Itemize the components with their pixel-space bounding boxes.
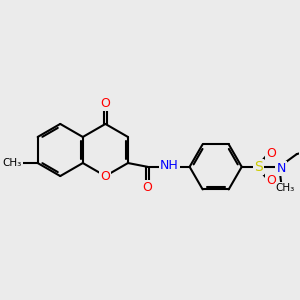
Text: S: S — [254, 160, 263, 174]
Text: O: O — [266, 147, 276, 160]
Text: O: O — [100, 97, 110, 110]
Text: O: O — [143, 181, 153, 194]
Text: O: O — [266, 174, 276, 187]
Text: N: N — [277, 162, 286, 175]
Text: CH₃: CH₃ — [3, 158, 22, 168]
Text: NH: NH — [160, 159, 178, 172]
Text: O: O — [100, 169, 110, 183]
Text: CH₃: CH₃ — [275, 183, 295, 193]
